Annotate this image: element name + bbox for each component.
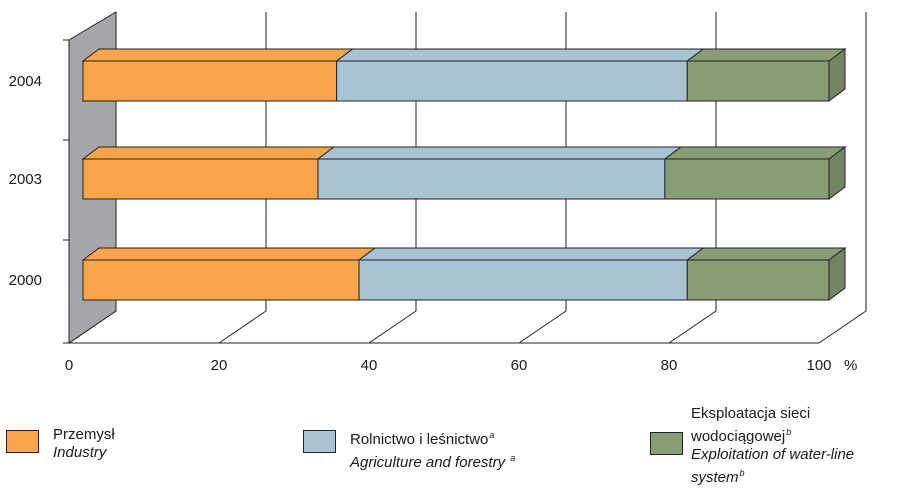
bar-top-face [685,247,847,261]
y-category-label: 2004 [9,73,42,90]
bar-segment [664,158,830,200]
bar-side-face [828,146,846,200]
y-category-label: 2003 [9,171,42,188]
gridline-floor [518,310,567,344]
gridline-floor [218,310,267,344]
bar-segment [686,259,830,301]
x-tick-label: 0 [65,357,73,374]
bar-top-face [81,247,377,261]
bar-segment [82,60,338,102]
x-tick-label: 80 [661,357,678,374]
bar-segment [336,60,688,102]
gridline-floor [368,310,417,344]
bar-segment [358,259,688,301]
bar-top-face [685,48,847,62]
bar-segment [82,259,360,301]
gridline-floor [818,310,867,344]
bar-top-face [663,146,847,160]
bar-side-face [828,48,846,102]
bar-segment [686,60,830,102]
gridline-floor [668,310,717,344]
bar-segment [82,158,319,200]
bar-side-face [828,247,846,301]
x-tick-label: 40 [361,357,378,374]
bar-top-face [81,146,336,160]
bar-top-face [335,48,705,62]
x-tick-label: 100 [806,357,831,374]
x-unit-label: % [844,357,857,374]
x-tick-label: 20 [211,357,228,374]
bar-top-face [316,146,683,160]
bar-top-face [357,247,705,261]
bar-segment [317,158,666,200]
bar-top-face [81,48,355,62]
x-tick-label: 60 [511,357,528,374]
y-category-label: 2000 [9,272,42,289]
